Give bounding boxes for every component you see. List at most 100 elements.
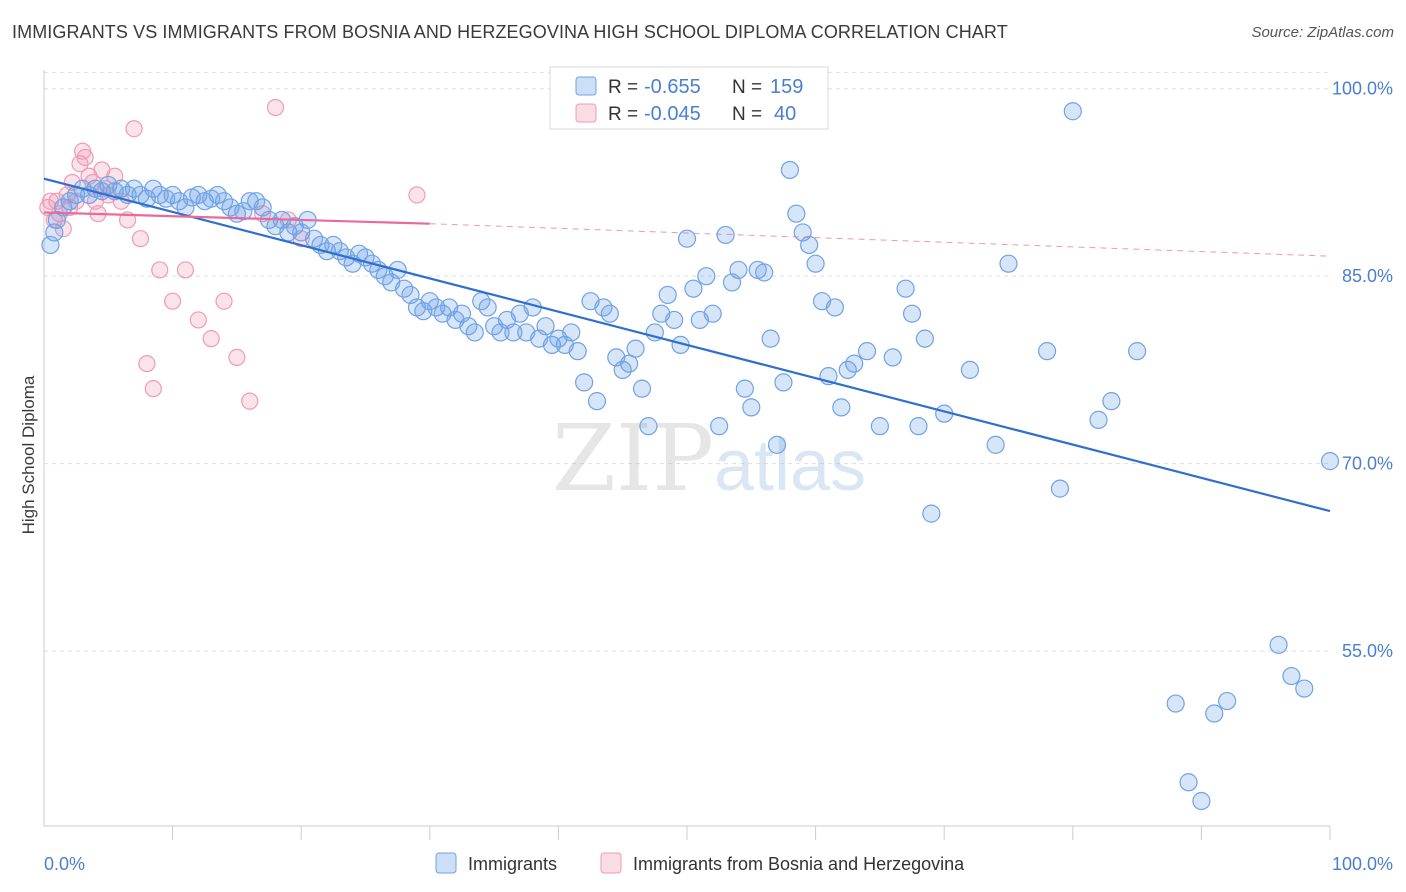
immigrants-point: [562, 323, 581, 342]
bosnia-point: [189, 311, 207, 329]
y-tick-labels: 55.0% 70.0% 85.0% 100.0%: [1332, 79, 1393, 661]
immigrants-point: [639, 417, 658, 436]
immigrants-point: [761, 329, 780, 348]
immigrants-point: [697, 267, 716, 286]
immigrants-point: [568, 342, 587, 361]
immigrants-point: [780, 160, 799, 180]
series-immigrants-points: [41, 102, 1340, 811]
immigrants-point: [1063, 102, 1082, 121]
bosnia-point: [241, 392, 259, 410]
immigrants-point: [857, 342, 877, 361]
bosnia-point: [138, 355, 156, 373]
immigrants-point: [767, 435, 787, 454]
immigrants-point: [960, 360, 980, 380]
immigrants-point: [806, 254, 825, 273]
watermark-zip: ZIP: [552, 405, 714, 512]
source-label: Source: ZipAtlas.com: [1251, 24, 1394, 41]
immigrants-point: [234, 202, 253, 221]
immigrants-point: [735, 379, 754, 398]
immigrants-point: [1282, 666, 1301, 686]
legend-n-value-2: 40: [774, 103, 796, 125]
bosnia-point: [215, 292, 233, 310]
legend-n-value-1: 159: [770, 76, 803, 98]
y-tick-label: 70.0%: [1342, 454, 1393, 474]
legend-swatch-blue: [575, 76, 597, 96]
x-ticks: [172, 826, 1331, 840]
immigrants-point: [626, 339, 645, 358]
legend-r-label-1: R =: [608, 77, 638, 98]
immigrants-point: [677, 229, 697, 248]
immigrants-point: [504, 323, 523, 342]
y-tick-label: 85.0%: [1342, 266, 1393, 286]
bosnia-point: [125, 120, 143, 138]
immigrants-point: [755, 263, 774, 282]
immigrants-point: [632, 379, 652, 398]
immigrants-point: [986, 435, 1005, 454]
legend-r-value-2: -0.045: [644, 103, 701, 125]
immigrants-point: [902, 304, 922, 323]
bottom-legend-swatch-blue: [435, 852, 457, 874]
immigrants-point: [587, 392, 607, 411]
immigrants-point: [845, 354, 864, 373]
chart-title: IMMIGRANTS VS IMMIGRANTS FROM BOSNIA AND…: [12, 22, 1008, 42]
immigrants-point: [465, 323, 484, 342]
bosnia-point: [164, 292, 182, 310]
immigrants-point: [832, 398, 851, 417]
immigrants-point: [825, 298, 844, 317]
legend-n-label-2: N =: [732, 104, 762, 125]
immigrants-point: [1295, 679, 1314, 698]
x-tick-label-max: 100.0%: [1332, 854, 1393, 874]
immigrants-trend-line: [43, 177, 1331, 513]
immigrants-point: [1089, 410, 1108, 429]
immigrants-point: [600, 304, 619, 323]
legend-n-label-1: N =: [732, 77, 762, 98]
immigrants-point: [665, 310, 684, 330]
x-tick-label-min: 0.0%: [44, 854, 85, 874]
immigrants-point: [684, 279, 703, 298]
immigrants-point: [1218, 691, 1237, 711]
immigrants-point: [774, 373, 793, 392]
legend-swatch-pink: [575, 103, 597, 123]
bosnia-point: [76, 148, 94, 167]
bosnia-point: [176, 261, 195, 279]
bosnia-point: [228, 348, 246, 367]
bottom-legend-swatch-pink: [600, 852, 622, 874]
bosnia-point: [408, 186, 426, 204]
immigrants-point: [870, 417, 890, 436]
immigrants-point: [800, 235, 819, 255]
immigrants-point: [1179, 773, 1198, 792]
immigrants-point: [787, 204, 806, 223]
immigrants-point: [999, 254, 1018, 273]
immigrants-point: [658, 285, 677, 305]
immigrants-point: [883, 348, 902, 367]
watermark: ZIP atlas: [552, 405, 866, 512]
bottom-legend-label-bosnia: Immigrants from Bosnia and Herzegovina: [633, 854, 965, 874]
immigrants-point: [1166, 694, 1185, 713]
trend-lines: [43, 177, 1331, 513]
immigrants-point: [729, 260, 748, 280]
immigrants-point: [1320, 452, 1340, 471]
immigrants-point: [1050, 479, 1070, 498]
immigrants-point: [575, 373, 594, 392]
y-tick-label: 100.0%: [1332, 79, 1393, 99]
bosnia-point: [202, 330, 220, 348]
immigrants-point: [478, 298, 497, 317]
bosnia-point: [151, 261, 169, 279]
immigrants-point: [1269, 635, 1288, 654]
immigrants-point: [1205, 704, 1224, 723]
immigrants-point: [620, 354, 639, 373]
y-tick-label: 55.0%: [1342, 641, 1393, 661]
immigrants-point: [716, 225, 735, 245]
legend-box: R = -0.655 N = 159 R = -0.045 N = 40: [549, 66, 829, 130]
immigrants-point: [896, 279, 915, 298]
immigrants-point: [536, 317, 555, 336]
bosnia-point: [144, 380, 162, 398]
immigrants-point: [710, 417, 729, 436]
immigrants-point: [742, 398, 761, 417]
y-axis-label: High School Diploma: [19, 375, 38, 534]
immigrants-point: [703, 304, 722, 323]
bosnia-point: [131, 230, 150, 248]
immigrants-point: [1127, 342, 1147, 361]
bosnia-trend-extension: [429, 223, 1331, 257]
